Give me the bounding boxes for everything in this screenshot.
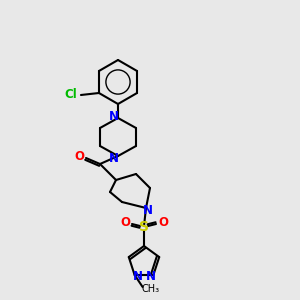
- Text: O: O: [74, 151, 84, 164]
- Text: S: S: [139, 220, 149, 234]
- Text: N: N: [109, 110, 119, 122]
- Text: N: N: [109, 152, 119, 164]
- Text: O: O: [158, 217, 168, 230]
- Text: N: N: [143, 205, 153, 218]
- Text: CH₃: CH₃: [142, 284, 160, 294]
- Text: N: N: [146, 270, 155, 284]
- Text: N: N: [133, 270, 142, 284]
- Text: Cl: Cl: [64, 88, 77, 101]
- Text: O: O: [120, 217, 130, 230]
